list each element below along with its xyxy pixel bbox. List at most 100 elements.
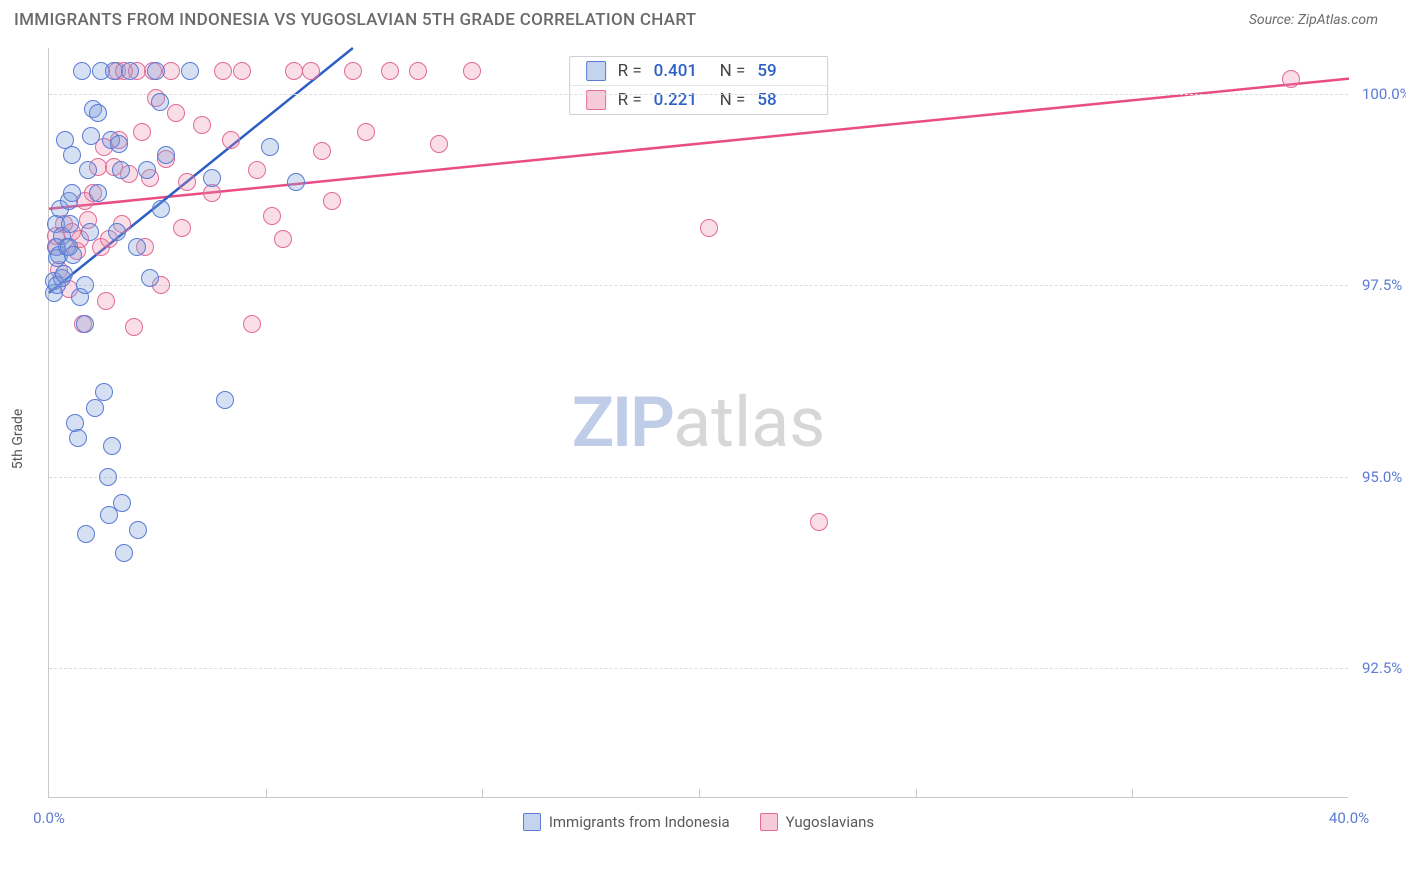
scatter-point <box>112 161 130 179</box>
scatter-point <box>152 200 170 218</box>
scatter-point <box>157 146 175 164</box>
scatter-point <box>81 223 99 241</box>
scatter-point <box>261 138 279 156</box>
scatter-point <box>203 169 221 187</box>
scatter-point <box>344 62 362 80</box>
scatter-point <box>248 161 266 179</box>
legend-swatch-icon <box>760 813 778 831</box>
x-minor-tick <box>916 789 917 797</box>
scatter-point <box>55 265 73 283</box>
scatter-point <box>430 135 448 153</box>
gridline-horizontal <box>49 94 1348 95</box>
x-tick-label: 40.0% <box>1329 809 1369 827</box>
watermark: ZIPatlas <box>572 382 826 464</box>
scatter-point <box>76 276 94 294</box>
scatter-point <box>216 391 234 409</box>
stats-row-pink: R = 0.221 N = 58 <box>570 85 828 114</box>
stats-legend-box: R = 0.401 N = 59 R = 0.221 N = 58 <box>569 56 829 115</box>
scatter-point <box>409 62 427 80</box>
legend-item-blue: Immigrants from Indonesia <box>523 813 730 831</box>
scatter-point <box>115 544 133 562</box>
x-minor-tick <box>1132 789 1133 797</box>
scatter-point <box>203 184 221 202</box>
scatter-point <box>700 219 718 237</box>
scatter-point <box>263 207 281 225</box>
legend-item-pink: Yugoslavians <box>760 813 875 831</box>
scatter-point <box>97 292 115 310</box>
scatter-point <box>113 494 131 512</box>
scatter-point <box>302 62 320 80</box>
plot-area: ZIPatlas R = 0.401 N = 59 R = 0.221 N = … <box>48 48 1348 798</box>
scatter-point <box>1282 70 1300 88</box>
n-label: N = <box>720 61 746 81</box>
scatter-point <box>89 184 107 202</box>
scatter-point <box>99 468 117 486</box>
scatter-point <box>178 173 196 191</box>
scatter-point <box>77 525 95 543</box>
watermark-zip: ZIP <box>572 382 673 464</box>
stats-row-blue: R = 0.401 N = 59 <box>570 57 828 85</box>
scatter-point <box>233 62 251 80</box>
bottom-legend: Immigrants from Indonesia Yugoslavians <box>49 813 1348 831</box>
scatter-point <box>274 230 292 248</box>
scatter-point <box>214 62 232 80</box>
scatter-point <box>167 104 185 122</box>
scatter-point <box>103 437 121 455</box>
scatter-point <box>141 269 159 287</box>
n-value-blue: 59 <box>757 61 811 81</box>
source-prefix: Source: <box>1249 12 1298 28</box>
legend-swatch-blue <box>586 61 606 81</box>
x-minor-tick <box>482 789 483 797</box>
chart-title: IMMIGRANTS FROM INDONESIA VS YUGOSLAVIAN… <box>14 10 696 30</box>
scatter-point <box>138 161 156 179</box>
scatter-point <box>381 62 399 80</box>
source-name: ZipAtlas.com <box>1298 12 1378 28</box>
scatter-point <box>357 123 375 141</box>
y-tick-label: 95.0% <box>1350 468 1402 486</box>
scatter-point <box>173 219 191 237</box>
scatter-point <box>121 62 139 80</box>
scatter-point <box>287 173 305 191</box>
y-axis-label: 5th Grade <box>10 409 26 470</box>
scatter-point <box>95 383 113 401</box>
scatter-point <box>222 131 240 149</box>
watermark-atlas: atlas <box>673 382 825 464</box>
scatter-point <box>64 246 82 264</box>
scatter-point <box>133 123 151 141</box>
scatter-point <box>128 238 146 256</box>
x-minor-tick <box>699 789 700 797</box>
chart-container: 5th Grade ZIPatlas R = 0.401 N = 59 R = … <box>48 48 1388 830</box>
y-tick-label: 97.5% <box>1350 276 1402 294</box>
scatter-point <box>76 315 94 333</box>
r-label: R = <box>618 61 642 81</box>
scatter-point <box>323 192 341 210</box>
scatter-point <box>73 62 91 80</box>
scatter-point <box>147 62 165 80</box>
x-tick-label: 0.0% <box>33 809 65 827</box>
scatter-point <box>82 127 100 145</box>
scatter-point <box>463 62 481 80</box>
x-minor-tick <box>266 789 267 797</box>
scatter-point <box>810 513 828 531</box>
scatter-point <box>89 104 107 122</box>
legend-swatch-icon <box>523 813 541 831</box>
gridline-horizontal <box>49 285 1348 286</box>
scatter-point <box>79 161 97 179</box>
scatter-point <box>86 399 104 417</box>
scatter-point <box>313 142 331 160</box>
y-tick-label: 100.0% <box>1350 85 1406 103</box>
trend-lines <box>49 48 1348 797</box>
scatter-point <box>243 315 261 333</box>
scatter-point <box>69 429 87 447</box>
legend-label-pink: Yugoslavians <box>786 813 875 831</box>
scatter-point <box>193 116 211 134</box>
source-credit: Source: ZipAtlas.com <box>1249 12 1378 28</box>
legend-label-blue: Immigrants from Indonesia <box>549 813 730 831</box>
scatter-point <box>61 215 79 233</box>
scatter-point <box>151 93 169 111</box>
scatter-point <box>63 184 81 202</box>
scatter-point <box>125 318 143 336</box>
scatter-point <box>63 146 81 164</box>
gridline-horizontal <box>49 477 1348 478</box>
gridline-horizontal <box>49 668 1348 669</box>
